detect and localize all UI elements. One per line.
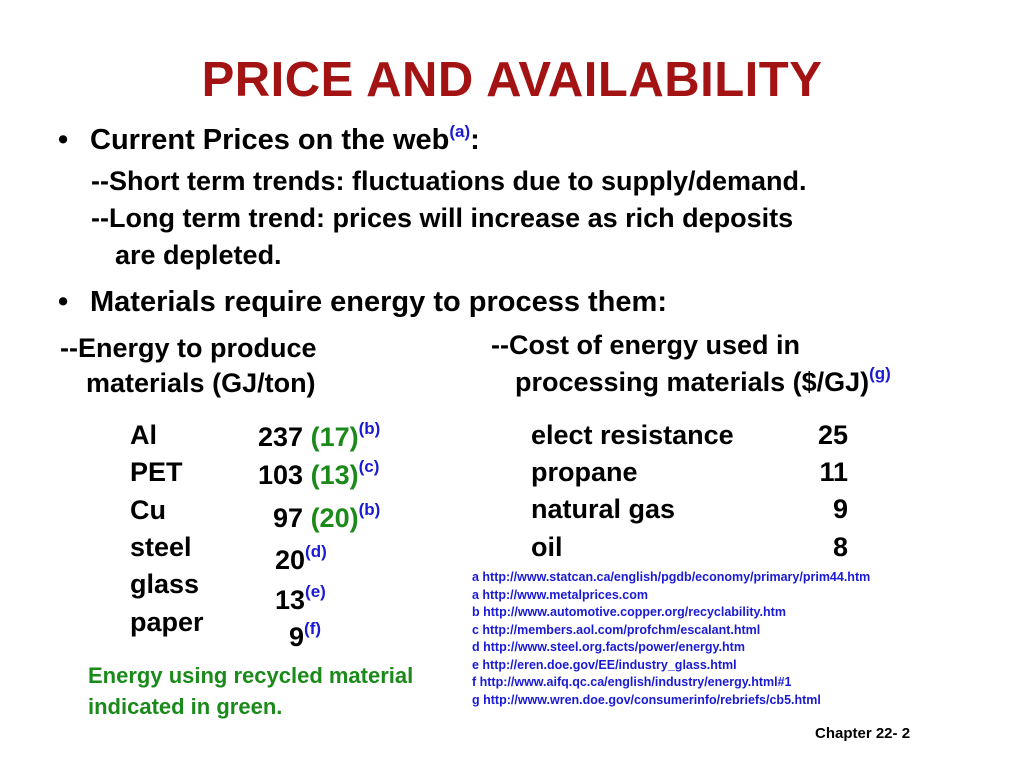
energy-source-name: oil: [531, 532, 563, 562]
energy-source-cost: 9: [832, 494, 848, 524]
reference-list: a http://www.statcan.ca/english/pgdb/eco…: [472, 569, 870, 709]
energy-value: 9: [289, 622, 305, 652]
energy-value: 237: [258, 422, 304, 452]
reference-marker: (a): [449, 122, 471, 141]
reference-marker: (g): [869, 364, 891, 383]
recycled-energy-value: (20): [310, 503, 359, 533]
energy-cost-heading-units: processing materials ($/GJ)(g): [515, 364, 891, 398]
reference-link[interactable]: b http://www.automotive.copper.org/recyc…: [472, 605, 786, 619]
reference-link[interactable]: f http://www.aifq.qc.ca/english/industry…: [472, 675, 792, 689]
energy-source-cost: 8: [832, 532, 848, 562]
bullet-symbol: •: [58, 124, 69, 156]
bullet-text: Materials require energy to process them…: [90, 286, 667, 318]
energy-value: 103: [258, 460, 304, 490]
recycled-energy-value: (13): [310, 460, 359, 490]
energy-source-name: natural gas: [531, 494, 676, 524]
energy-source-name: propane: [531, 457, 638, 487]
reference-marker: (b): [358, 500, 381, 519]
bullet-symbol: •: [58, 286, 69, 318]
energy-source-cost: 11: [819, 457, 848, 487]
bullet-current-prices: • Current Prices on the web(a):: [58, 122, 480, 157]
material-energy-value: 20(d): [275, 542, 327, 576]
long-term-trend-continuation: are depleted.: [115, 240, 282, 270]
short-term-trend-line: --Short term trends: fluctuations due to…: [91, 166, 807, 196]
energy-value: 97: [273, 503, 304, 533]
material-name: Cu: [130, 495, 166, 525]
energy-cost-heading-text: processing materials ($/GJ): [515, 367, 870, 397]
recycled-energy-value: (17): [310, 422, 359, 452]
long-term-trend-line: --Long term trend: prices will increase …: [91, 203, 794, 233]
material-energy-value: 103 (13)(c): [258, 457, 380, 491]
reference-marker: (f): [304, 619, 322, 638]
reference-link[interactable]: a http://www.metalprices.com: [472, 587, 648, 602]
energy-source-name: elect resistance: [531, 420, 734, 450]
reference-marker: (b): [358, 419, 381, 438]
bullet-text: Current Prices on the web: [90, 124, 450, 156]
material-name: paper: [130, 607, 204, 637]
bullet-suffix: :: [470, 124, 480, 156]
reference-link[interactable]: d http://www.steel.org.facts/power/energ…: [472, 640, 745, 654]
material-energy-value: 97 (20)(b): [273, 500, 381, 534]
reference-link[interactable]: g http://www.wren.doe.gov/consumerinfo/r…: [472, 692, 821, 707]
material-name: Al: [130, 420, 157, 450]
material-name: PET: [130, 457, 183, 487]
energy-cost-heading: --Cost of energy used in: [491, 330, 801, 360]
recycled-legend-note: Energy using recycled material indicated…: [88, 663, 414, 719]
material-energy-value: 237 (17)(b): [258, 419, 381, 453]
material-name: glass: [130, 569, 200, 599]
slide-title: PRICE AND AVAILABILITY: [201, 53, 823, 107]
energy-value: 20: [275, 545, 306, 575]
energy-value: 13: [275, 585, 306, 615]
material-name: steel: [130, 532, 192, 562]
slide-footer: Chapter 22- 2: [815, 725, 911, 742]
energy-produce-heading: --Energy to produce: [60, 333, 317, 363]
material-energy-value: 13(e): [275, 582, 326, 616]
reference-marker: (d): [305, 542, 327, 561]
material-energy-value: 9(f): [289, 619, 322, 653]
energy-produce-heading-units: materials (GJ/ton): [86, 368, 316, 398]
bullet-materials-energy: • Materials require energy to process the…: [58, 286, 667, 319]
reference-marker: (c): [358, 457, 380, 476]
reference-link[interactable]: e http://eren.doe.gov/EE/industry_glass.…: [472, 657, 737, 672]
reference-marker: (e): [305, 582, 326, 601]
energy-source-cost: 25: [817, 420, 848, 450]
reference-link[interactable]: a http://www.statcan.ca/english/pgdb/eco…: [472, 570, 871, 584]
reference-link[interactable]: c http://members.aol.com/profchm/escalan…: [472, 622, 761, 637]
